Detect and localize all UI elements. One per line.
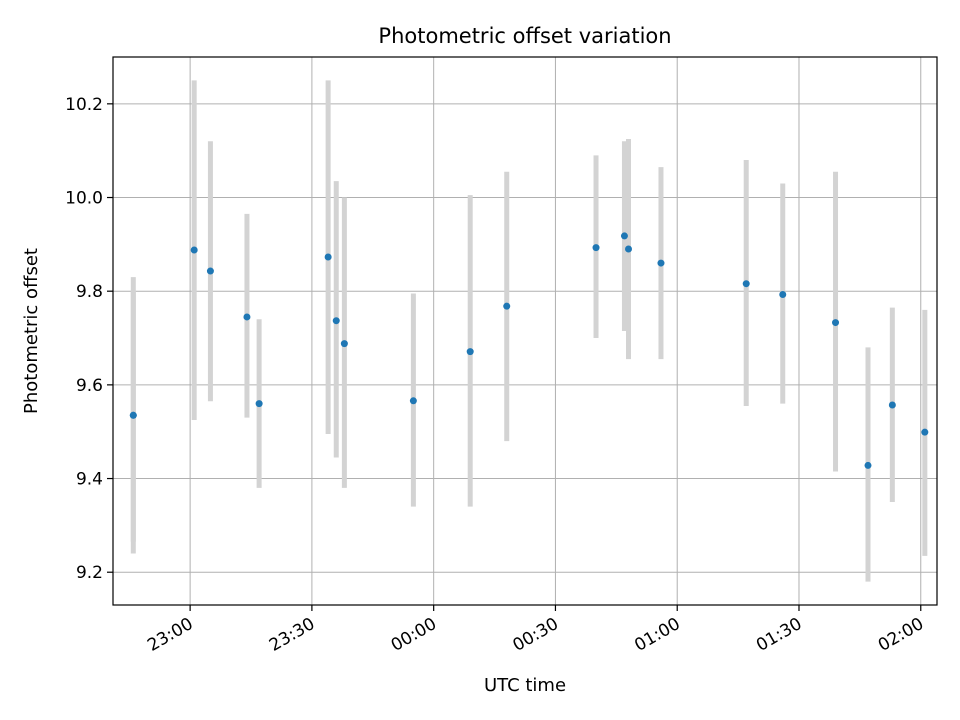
data-point	[657, 259, 665, 267]
y-axis-ticks: 9.2 9.4 9.6 9.8 10.0 10.2	[65, 95, 113, 583]
y-tick-label: 9.2	[76, 563, 103, 583]
chart-title: Photometric offset variation	[378, 24, 671, 48]
data-point	[409, 397, 417, 405]
grid-lines	[113, 57, 937, 605]
y-tick-label: 9.8	[76, 282, 103, 302]
data-point	[340, 340, 348, 348]
data-point	[243, 313, 251, 321]
plot-frame	[112, 56, 938, 606]
data-point	[620, 232, 628, 240]
data-point	[864, 461, 872, 469]
data-points	[129, 232, 929, 469]
data-point	[742, 280, 750, 288]
x-axis-title: UTC time	[484, 675, 566, 696]
plot-area	[113, 57, 937, 605]
data-point	[129, 411, 137, 419]
data-point	[921, 428, 929, 436]
y-axis-title: Photometric offset	[21, 248, 42, 414]
y-tick-label: 10.0	[65, 189, 103, 209]
data-point	[466, 348, 474, 356]
data-point	[206, 267, 214, 275]
data-point	[779, 290, 787, 298]
data-point	[190, 246, 198, 254]
data-point	[324, 253, 332, 261]
y-tick-label: 10.2	[65, 95, 103, 115]
data-point	[888, 401, 896, 409]
data-point	[332, 317, 340, 325]
y-tick-label: 9.4	[76, 470, 103, 490]
data-point	[832, 319, 840, 327]
y-tick-label: 9.6	[76, 376, 103, 396]
data-point	[503, 302, 511, 310]
data-point	[255, 400, 263, 408]
data-point	[625, 245, 633, 253]
data-point	[592, 244, 600, 252]
